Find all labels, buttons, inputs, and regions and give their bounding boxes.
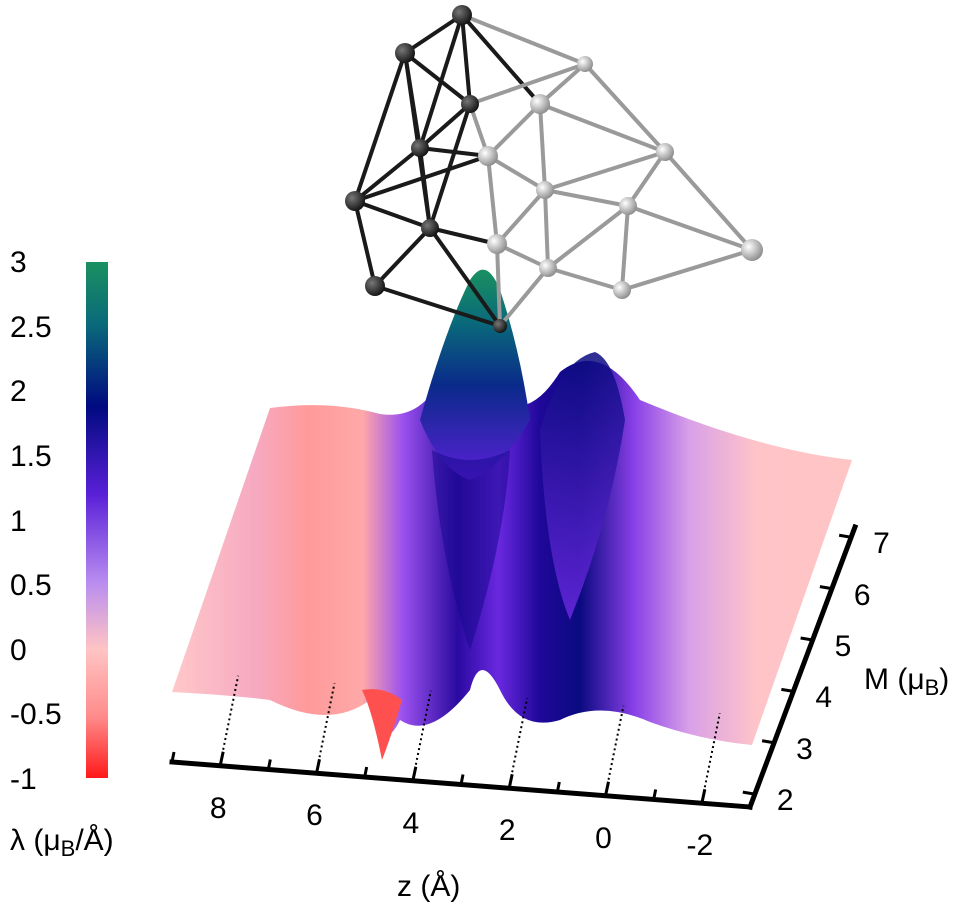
z-minor-tick	[555, 781, 561, 793]
z-tick-label: 6	[306, 799, 323, 833]
z-minor-tick	[652, 789, 658, 800]
m-tick-mark	[742, 790, 756, 796]
m-tick-mark	[761, 739, 775, 745]
z-minor-tick	[459, 774, 465, 785]
z-tick-label: -2	[686, 829, 714, 863]
z-axis-label: z (Å)	[397, 870, 461, 903]
z-tick-label: 4	[402, 806, 420, 840]
colorbar-tick-label: 0	[10, 633, 27, 667]
atomic-cluster	[345, 5, 763, 333]
z-tick-mark	[604, 781, 610, 797]
z-minor-tick	[363, 766, 369, 778]
m-tick-mark	[800, 636, 813, 642]
z-tick-mark	[218, 751, 225, 767]
colorbar-tick-label: 2.5	[10, 310, 52, 344]
surface-sheet	[172, 359, 852, 745]
m-tick-label: 7	[873, 527, 890, 561]
m-tick-mark	[781, 687, 794, 693]
z-tick-mark	[700, 788, 707, 804]
colorbar-tick-label: 1	[10, 504, 27, 538]
surface	[172, 269, 852, 760]
m-tick-mark	[838, 533, 852, 539]
m-tick-label: 3	[796, 732, 813, 766]
cluster-bonds-light	[460, 13, 754, 328]
z-axis-ticks	[170, 675, 721, 804]
m-axis-label: M (μB)	[864, 663, 950, 700]
z-minor-tick	[266, 759, 272, 770]
z-tick-label: 8	[209, 791, 227, 825]
m-tick-label: 6	[853, 578, 871, 612]
surface-second-ridge	[540, 352, 625, 620]
m-tick-mark	[819, 585, 833, 591]
z-tick-label: 0	[595, 821, 612, 855]
cluster-atoms-dark	[345, 5, 507, 333]
colorbar	[86, 262, 108, 778]
colorbar-tick-label: 0.5	[10, 569, 52, 603]
m-axis-ticks	[742, 533, 852, 796]
surface-ridge-shadow	[432, 450, 510, 650]
z-tick-mark	[507, 773, 514, 789]
surface-negative-dip	[362, 689, 402, 760]
z-tick-label: 2	[498, 814, 516, 848]
colorbar-tick-label: 1.5	[10, 439, 52, 473]
m-tick-label: 4	[815, 681, 833, 715]
m-axis-line	[746, 523, 859, 811]
z-gridline	[607, 705, 625, 780]
colorbar-tick-label: -1	[10, 763, 37, 796]
colorbar-label: λ (μB/Å)	[10, 824, 114, 861]
m-tick-label: 5	[834, 630, 852, 664]
z-tick-mark	[315, 758, 321, 774]
z-minor-tick	[170, 751, 176, 763]
colorbar-tick-label: 3	[10, 246, 27, 279]
cluster-atoms-light	[478, 56, 763, 299]
colorbar-tick-label: 2	[10, 375, 27, 409]
colorbar-tick-label: -0.5	[10, 698, 62, 732]
m-tick-label: 2	[776, 784, 794, 818]
z-tick-mark	[411, 766, 418, 782]
